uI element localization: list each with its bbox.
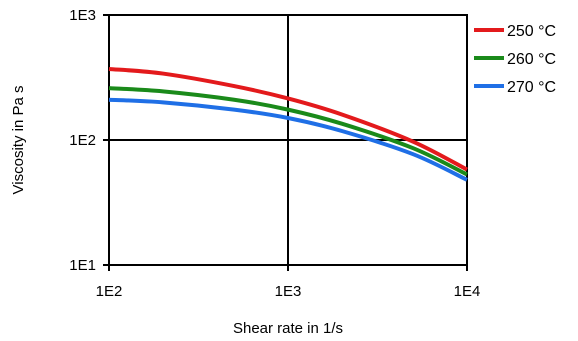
legend-label: 270 °C bbox=[507, 79, 556, 96]
x-axis-ticks: 1E2 1E3 1E4 bbox=[96, 265, 481, 300]
x-tick-label: 1E2 bbox=[96, 283, 123, 300]
y-axis-ticks: 1E1 1E2 1E3 bbox=[69, 7, 109, 274]
y-axis-title: Viscosity in Pa s bbox=[10, 86, 27, 195]
x-axis-title: Shear rate in 1/s bbox=[233, 320, 343, 337]
series-line-2 bbox=[108, 86, 468, 177]
legend-label: 250 °C bbox=[507, 23, 556, 40]
x-tick-label: 1E4 bbox=[454, 283, 481, 300]
legend: 250 °C 260 °C 270 °C bbox=[474, 23, 556, 96]
y-tick-label: 1E3 bbox=[69, 7, 96, 24]
legend-label: 260 °C bbox=[507, 51, 556, 68]
series-line-3 bbox=[108, 97, 468, 182]
x-tick-label: 1E3 bbox=[275, 283, 302, 300]
y-tick-label: 1E1 bbox=[69, 257, 96, 274]
series-line-1 bbox=[108, 66, 468, 172]
y-tick-label: 1E2 bbox=[69, 132, 96, 149]
series-layer bbox=[108, 66, 468, 182]
